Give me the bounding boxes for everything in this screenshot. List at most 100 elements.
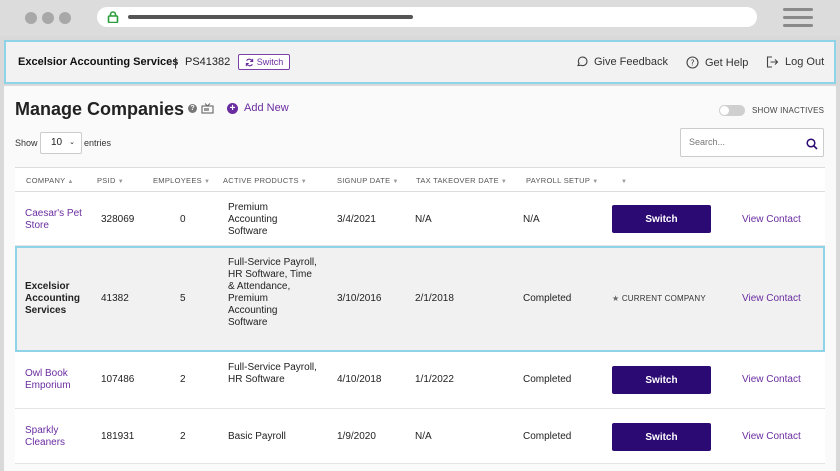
add-new-button[interactable]: + Add New: [227, 102, 289, 114]
table-row-current: Excelsior Accounting Services 41382 5 Fu…: [15, 246, 825, 352]
plus-icon: +: [227, 102, 238, 114]
browser-chrome: [0, 0, 840, 36]
chat-bubble-icon: [577, 56, 588, 67]
menu-icon[interactable]: [783, 8, 813, 32]
psid-cell: 107486: [101, 374, 135, 385]
app-header: Excelsior Accounting Services | PS41382 …: [4, 40, 836, 84]
get-help-label: Get Help: [705, 56, 749, 69]
company-link[interactable]: Caesar's Pet Store: [25, 208, 82, 231]
column-header-action[interactable]: ▼: [619, 176, 627, 185]
log-out-link[interactable]: Log Out: [766, 56, 824, 68]
employees-cell: 2: [180, 374, 186, 385]
companies-table: COMPANY ▲ PSID ▼ EMPLOYEES ▼ ACTIVE PRODUCT…: [15, 167, 825, 464]
sort-asc-icon: ▲: [67, 179, 74, 185]
view-contact-link[interactable]: View Contact: [742, 214, 801, 225]
show-inactives-toggle[interactable]: [719, 105, 745, 116]
payroll-setup-cell: Completed: [523, 293, 572, 304]
search-input[interactable]: [689, 137, 799, 147]
view-contact-link[interactable]: View Contact: [742, 431, 801, 442]
products-cell: Premium Accounting Software: [228, 202, 278, 237]
help-icon[interactable]: ?: [188, 104, 197, 113]
switch-button[interactable]: Switch: [612, 366, 711, 394]
company-link[interactable]: Owl Book Emporium: [25, 368, 71, 391]
table-row: Owl Book Emporium 107486 2 Full-Service …: [15, 352, 825, 409]
tax-takeover-cell: N/A: [415, 214, 432, 225]
lock-icon: [107, 11, 119, 23]
payroll-setup-cell: Completed: [523, 374, 572, 385]
add-new-label: Add New: [244, 102, 289, 114]
column-header-signup-date[interactable]: SIGNUP DATE ▼: [337, 176, 399, 185]
log-out-label: Log Out: [785, 56, 825, 68]
table-row: Sparkly Cleaners 181931 2 Basic Payroll …: [15, 409, 825, 464]
products-cell: Basic Payroll: [228, 431, 286, 442]
table-header: COMPANY ▲ PSID ▼ EMPLOYEES ▼ ACTIVE PRODUCT…: [15, 167, 825, 192]
main-content: Manage Companies ? + Add New SHOW INACTI…: [4, 86, 836, 471]
show-label: Show: [15, 138, 38, 148]
tax-takeover-cell: N/A: [415, 431, 432, 442]
star-icon: ★: [612, 294, 620, 303]
products-cell: Full-Service Payroll, HR Software, Time …: [228, 257, 317, 328]
employees-cell: 5: [180, 293, 186, 304]
psid-cell: 328069: [101, 214, 135, 225]
window-dot-icon: [59, 12, 71, 24]
signup-date-cell: 1/9/2020: [337, 431, 376, 442]
sort-icon: ▼: [203, 179, 211, 185]
signup-date-cell: 3/4/2021: [337, 214, 376, 225]
question-circle-icon: ?: [686, 56, 699, 69]
current-psid: PS41382: [185, 56, 231, 68]
psid-cell: 41382: [101, 293, 129, 304]
switch-button[interactable]: Switch: [612, 423, 711, 451]
header-separator: |: [174, 55, 178, 69]
payroll-setup-cell: Completed: [523, 431, 572, 442]
employees-cell: 0: [180, 214, 186, 225]
view-contact-link[interactable]: View Contact: [742, 374, 801, 385]
switch-button[interactable]: Switch: [612, 205, 711, 233]
signup-date-cell: 3/10/2016: [337, 293, 382, 304]
current-company-name: Excelsior Accounting Services: [18, 56, 179, 68]
sort-icon: ▼: [500, 179, 508, 185]
column-header-psid[interactable]: PSID ▼: [97, 176, 124, 185]
switch-company-label: Switch: [256, 57, 284, 67]
column-header-employees[interactable]: EMPLOYEES ▼: [153, 176, 211, 185]
get-help-link[interactable]: ? Get Help: [686, 56, 748, 69]
sort-icon: ▼: [592, 179, 599, 185]
company-link[interactable]: Sparkly Cleaners: [25, 425, 66, 448]
show-inactives-label: SHOW INACTIVES: [752, 106, 825, 115]
column-header-tax-takeover-date[interactable]: TAX TAKEOVER DATE ▼: [416, 176, 508, 185]
signup-date-cell: 4/10/2018: [337, 374, 382, 385]
logout-icon: [766, 56, 779, 68]
view-contact-link[interactable]: View Contact: [742, 293, 801, 304]
page-title: Manage Companies: [15, 99, 185, 119]
current-company-badge: ★ CURRENT COMPANY: [612, 294, 706, 303]
entries-label: entries: [84, 138, 112, 148]
give-feedback-label: Give Feedback: [594, 56, 668, 68]
column-header-active-products[interactable]: ACTIVE PRODUCTS ▼: [223, 176, 308, 185]
payroll-setup-cell: N/A: [523, 214, 540, 225]
address-bar[interactable]: [97, 7, 757, 27]
entries-select[interactable]: 10 ⌄: [40, 132, 82, 154]
window-dot-icon: [25, 12, 37, 24]
sort-icon: ▼: [392, 179, 399, 185]
give-feedback-link[interactable]: Give Feedback: [576, 56, 668, 68]
psid-cell: 181931: [101, 431, 135, 442]
window-dot-icon: [42, 12, 54, 24]
column-header-company[interactable]: COMPANY ▲: [26, 176, 74, 185]
svg-text:?: ?: [690, 58, 694, 67]
entries-value: 10: [51, 137, 63, 148]
tax-takeover-cell: 2/1/2018: [415, 293, 454, 304]
video-tutorial-icon[interactable]: [201, 103, 214, 114]
sort-icon: ▼: [300, 179, 308, 185]
tax-takeover-cell: 1/1/2022: [415, 374, 454, 385]
employees-cell: 2: [180, 431, 186, 442]
search-icon[interactable]: [806, 138, 818, 150]
search-box: [680, 128, 824, 157]
products-cell: Full-Service Payroll, HR Software: [228, 362, 317, 385]
sort-icon: ▼: [117, 179, 124, 185]
company-name-current: Excelsior Accounting Services: [25, 281, 80, 316]
column-header-payroll-setup[interactable]: PAYROLL SETUP ▼: [526, 176, 599, 185]
switch-company-button[interactable]: Switch: [238, 54, 290, 70]
refresh-icon: [245, 58, 253, 66]
chevron-down-icon: ⌄: [69, 139, 75, 146]
table-row: Caesar's Pet Store 328069 0 Premium Acco…: [15, 192, 825, 246]
sort-icon: ▼: [621, 179, 628, 185]
